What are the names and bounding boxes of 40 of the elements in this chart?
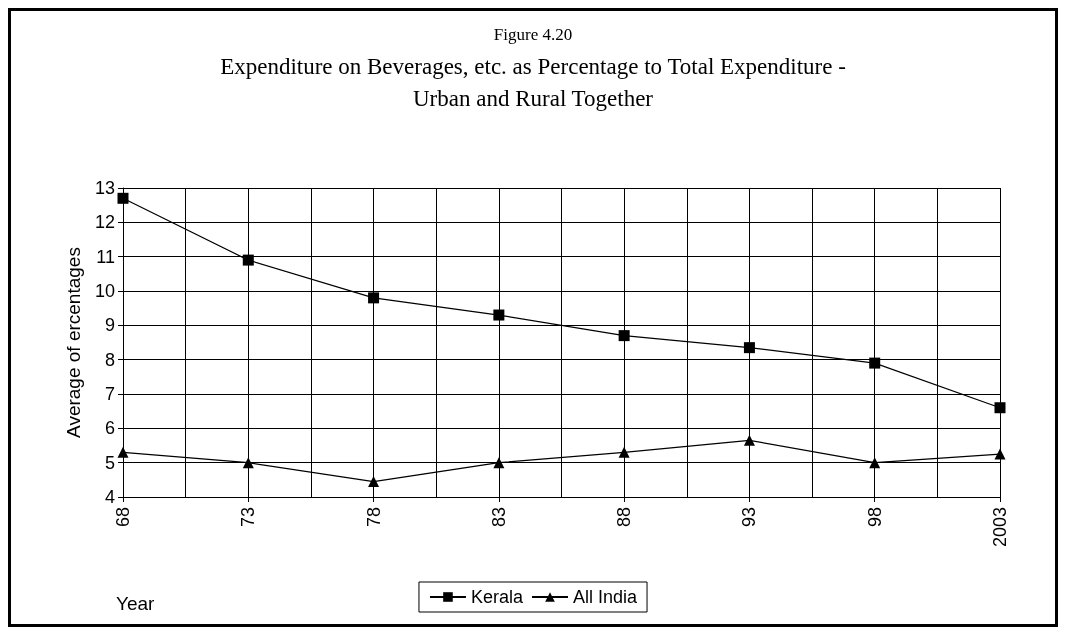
y-tick-label: 5	[104, 452, 115, 473]
y-tick-label: 11	[96, 246, 115, 267]
x-axis-title: Year	[116, 593, 156, 614]
y-tick-label: 8	[104, 349, 115, 370]
point	[869, 357, 881, 369]
point	[994, 448, 1006, 460]
point	[743, 434, 755, 446]
point	[994, 402, 1006, 414]
point	[618, 330, 630, 342]
x-tick-label: 83	[488, 507, 509, 528]
x-tick-label: 73	[238, 507, 259, 528]
point	[493, 457, 505, 469]
y-tick-label: 4	[104, 487, 115, 507]
point	[743, 342, 755, 354]
y-tick-label: 9	[104, 315, 115, 336]
y-tick-label: 10	[94, 281, 115, 301]
point	[242, 254, 254, 266]
legend-label: Kerala	[470, 587, 524, 607]
point	[242, 457, 254, 469]
point	[117, 446, 129, 458]
point	[869, 457, 881, 469]
chart-subtitle: Expenditure on Beverages, etc. as Percentage to Total Expenditure - Urban and Rural Together	[220, 53, 846, 111]
point	[117, 192, 129, 204]
x-tick-label: 88	[614, 507, 635, 528]
x-tick-label: 78	[363, 507, 384, 528]
point	[618, 446, 630, 458]
x-tick-label: 2003	[990, 507, 1010, 548]
x-tick-label: 68	[113, 507, 133, 528]
y-tick-label: 13	[94, 178, 115, 198]
legend-label: All India	[573, 587, 639, 607]
x-tick-label: 93	[739, 507, 760, 528]
y-tick-label: 6	[104, 418, 115, 439]
point	[368, 292, 380, 304]
chart-title: Figure 4.20	[493, 25, 573, 44]
y-tick-label: 12	[94, 212, 115, 233]
x-tick-label: 98	[864, 507, 885, 528]
point	[493, 309, 505, 321]
point	[368, 476, 380, 488]
y-axis-title: Average of ercentages	[63, 247, 84, 438]
y-tick-label: 7	[104, 384, 115, 404]
